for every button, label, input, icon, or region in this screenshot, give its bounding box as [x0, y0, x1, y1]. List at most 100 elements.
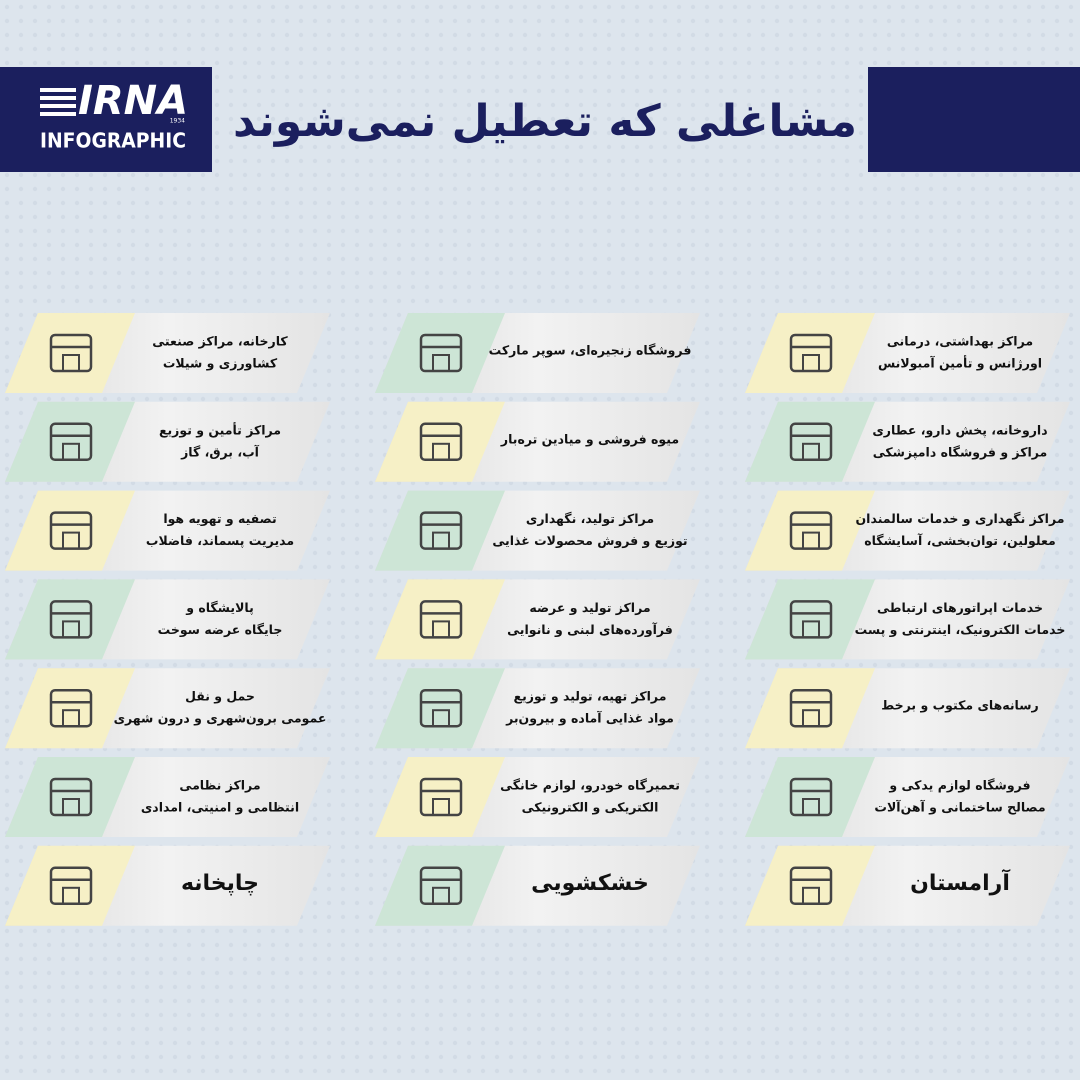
item: خدمات اپراتورهای ارتباطی خدمات الکترونیک،…: [745, 579, 1070, 660]
icon: [802, 709, 820, 728]
icon-panel: [5, 313, 135, 393]
icon-panel: [745, 313, 875, 393]
icon: [432, 886, 450, 905]
item: تعمیرگاه خودرو، لوازم خانگی الکتریکی و ال…: [375, 757, 700, 837]
item: فروشگاه لوازم یدکی و مصالح ساختمانی و آهن…: [745, 757, 1070, 837]
item: چاپخانه: [5, 845, 330, 926]
icon-panel: [375, 845, 505, 926]
logo-stripes: [40, 88, 76, 116]
logo-box: [0, 67, 212, 172]
icon-panel: [375, 757, 505, 837]
item-text: مراکز نگهداری و خدمات سالمندان: [856, 511, 1065, 526]
icon: [802, 531, 820, 550]
item-text: پالایشگاه و: [185, 600, 254, 615]
item-text: عمومی برون‌شهری و درون شهری: [114, 711, 327, 726]
item: خشکشویی: [375, 845, 700, 926]
item: فروشگاه زنجیره‌ای، سوپر مارکت: [375, 313, 700, 393]
logo: IRNA: [78, 78, 188, 124]
icon: [802, 798, 820, 816]
item: آرامستان: [745, 845, 1070, 926]
item-text: مراکز بهداشتی، درمانی: [887, 334, 1033, 349]
item-text: میوه فروشی و میادین تره‌بار: [500, 431, 679, 446]
icon: [432, 798, 450, 816]
item-text: فرآورده‌های لبنی و نانوایی: [507, 622, 673, 637]
icon-panel: [375, 313, 505, 393]
icon-panel: [375, 579, 505, 660]
item: حمل و نقل عمومی برون‌شهری و درون شهری: [5, 668, 330, 749]
icon-panel: [5, 579, 135, 660]
title: مشاغلی که تعطیل نمی‌شوند: [233, 96, 857, 147]
item-text: خشکشویی: [531, 871, 649, 896]
icon-panel: [745, 757, 875, 837]
icon-panel: [5, 490, 135, 571]
icon-panel: [5, 757, 135, 837]
item: مراکز نظامی انتظامی و امنیتی، امدادی: [5, 757, 330, 837]
icon: [62, 709, 80, 728]
item-text: تصفیه و تهویه هوا: [163, 511, 276, 526]
icon-panel: [375, 668, 505, 749]
item-text: مراکز و فروشگاه دامپزشکی: [873, 444, 1048, 459]
item-text: کشاورزی و شیلات: [163, 356, 278, 371]
item-text: مواد غذایی آماده و بیرون‌بر: [505, 711, 674, 726]
item: کارخانه، مراکز صنعتی کشاورزی و شیلات: [5, 313, 330, 393]
item-text: مصالح ساختمانی و آهن‌آلات: [874, 800, 1045, 815]
item-text: معلولین، توان‌بخشی، آسایشگاه: [864, 533, 1056, 548]
item-text: رسانه‌های مکتوب و برخط: [881, 698, 1038, 713]
logo-sub: INFOGRAPHIC: [40, 129, 186, 153]
item-text: مدیریت پسماند، فاضلاب: [146, 533, 294, 548]
icon: [432, 354, 450, 372]
icon: [62, 442, 80, 461]
item-text: مراکز تولید و عرضه: [529, 600, 650, 615]
item: پالایشگاه و جایگاه عرضه سوخت: [5, 579, 330, 660]
item: مراکز تهیه، تولید و توزیع مواد غذایی آماد…: [375, 668, 700, 749]
icon-panel: [745, 401, 875, 482]
item-text: فروشگاه لوازم یدکی و: [888, 778, 1030, 794]
item-text: کارخانه، مراکز صنعتی: [152, 334, 288, 349]
item: مراکز تأمین و توزیع آب، برق، گاز: [5, 401, 330, 482]
icon: [432, 531, 450, 550]
item-text: حمل و نقل: [185, 689, 255, 704]
logo-year: 1934: [170, 118, 185, 125]
item-text: مراکز نظامی: [179, 778, 260, 793]
icon-panel: [745, 490, 875, 571]
item: مراکز بهداشتی، درمانی اورژانس و تأمین آمب…: [745, 313, 1070, 393]
icon-panel: [745, 579, 875, 660]
icon: [802, 354, 820, 372]
item: داروخانه، پخش دارو، عطاری مراکز و فروشگاه…: [745, 401, 1070, 482]
item-text: چاپخانه: [181, 871, 259, 896]
item-text: توزیع و فروش محصولات غذایی: [492, 533, 687, 548]
item-text: مراکز تأمین و توزیع: [159, 421, 281, 437]
icon: [62, 886, 80, 905]
item-text: خدمات اپراتورهای ارتباطی: [877, 600, 1043, 615]
items-grid: مراکز بهداشتی، درمانی اورژانس و تأمین آمب…: [5, 313, 1070, 926]
item-text: فروشگاه زنجیره‌ای، سوپر مارکت: [489, 343, 692, 358]
icon-panel: [5, 845, 135, 926]
title-bar: [868, 67, 1080, 172]
item-text: آب، برق، گاز: [180, 444, 260, 459]
item-text: جایگاه عرضه سوخت: [158, 622, 283, 637]
item: تصفیه و تهویه هوا مدیریت پسماند، فاضلاب: [5, 490, 330, 571]
icon: [62, 531, 80, 550]
icon: [432, 442, 450, 461]
icon-panel: [745, 845, 875, 926]
item: میوه فروشی و میادین تره‌بار: [375, 401, 700, 482]
item-text: خدمات الکترونیک، اینترنتی و پست: [855, 622, 1066, 637]
icon: [432, 620, 450, 639]
icon: [62, 354, 80, 372]
icon: [802, 442, 820, 461]
item: مراکز تولید و عرضه فرآورده‌های لبنی و نان…: [375, 579, 700, 660]
icon-panel: [745, 668, 875, 749]
item-text: انتظامی و امنیتی، امدادی: [141, 800, 299, 815]
icon-panel: [375, 401, 505, 482]
icon: [802, 886, 820, 905]
item-text: تعمیرگاه خودرو، لوازم خانگی: [500, 778, 680, 794]
item-text: داروخانه، پخش دارو، عطاری: [872, 422, 1047, 437]
item-text: الکتریکی و الکترونیکی: [522, 800, 659, 815]
icon: [62, 798, 80, 816]
icon: [802, 620, 820, 639]
item-text: آرامستان: [910, 868, 1010, 896]
item-text: مراکز تهیه، تولید و توزیع: [514, 689, 667, 704]
item: مراکز نگهداری و خدمات سالمندان معلولین، ت…: [745, 490, 1070, 571]
icon-panel: [5, 668, 135, 749]
icon: [62, 620, 80, 639]
